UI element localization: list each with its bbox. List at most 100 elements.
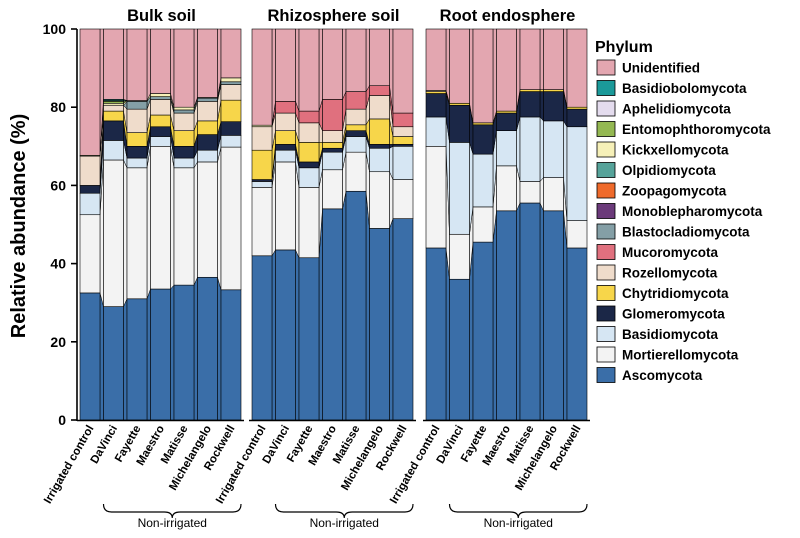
segment-chytridiomycota	[275, 130, 296, 145]
segment-basidiomycota	[566, 126, 588, 221]
legend: Phylum Unidentified Basidiobolomycota Aphe…	[595, 39, 771, 383]
connector-ascomycota	[99, 292, 104, 421]
connector-mortierellomycota	[170, 146, 175, 290]
connector-mortierellomycota	[389, 171, 394, 229]
segment-ascomycota	[369, 228, 390, 421]
segment-mortierellomycota	[251, 187, 273, 257]
legend-swatch	[596, 80, 616, 96]
segment-basidiomycota	[298, 167, 320, 188]
segment-ascomycota	[126, 298, 148, 421]
segment-mortierellomycota	[197, 161, 218, 278]
segment-mortierellomycota	[566, 220, 588, 249]
segment-glomeromycota	[425, 93, 447, 118]
segment-ascomycota	[197, 276, 218, 421]
segment-rozellomycota	[392, 126, 414, 137]
connector-unidentified	[492, 28, 497, 123]
legend-label: Zoopagomycota	[622, 184, 727, 199]
segment-mortierellomycota	[322, 169, 343, 210]
bar-fayette	[126, 28, 148, 421]
legend-label: Blastocladiomycota	[622, 225, 750, 240]
panel-rhizosphere-soil: Irrigated controlDaVinciFayetteMaestroMa…	[214, 7, 416, 530]
segment-unidentified	[345, 28, 367, 92]
bar-davinci	[449, 28, 470, 421]
panels-layer: Irrigated controlDaVinciFayetteMaestroMa…	[42, 7, 590, 530]
segment-basidiomycota	[543, 120, 564, 178]
segment-glomeromycota	[566, 108, 588, 128]
segment-unidentified	[103, 28, 124, 100]
segment-ascomycota	[298, 257, 320, 421]
connector-chytridiomycota	[539, 89, 544, 92]
legend-item-zoopagomycota: Zoopagomycota	[596, 182, 727, 199]
connector-ascomycota	[342, 191, 347, 421]
segment-chytridiomycota	[392, 136, 414, 145]
connector-ascomycota	[389, 218, 394, 421]
connector-ascomycota	[170, 284, 175, 421]
segment-ascomycota	[103, 306, 124, 421]
bar-matisse	[519, 28, 541, 421]
segment-unidentified	[79, 28, 101, 156]
segment-chytridiomycota	[298, 142, 320, 163]
legend-swatch	[596, 346, 616, 363]
segment-ascomycota	[173, 284, 195, 421]
bar-davinci	[103, 28, 124, 421]
bar-irrigated-control	[251, 28, 273, 421]
segment-rozellomycota	[220, 84, 242, 101]
group-label: Non-irrigated	[138, 516, 207, 530]
segment-mortierellomycota	[220, 146, 242, 291]
segment-unidentified	[472, 28, 494, 124]
connector-ascomycota	[217, 277, 222, 421]
segment-glomeromycota	[496, 112, 517, 131]
legend-item-basidiobolomycota: Basidiobolomycota	[596, 80, 747, 96]
segment-unidentified	[392, 28, 414, 114]
segment-unidentified	[275, 28, 296, 102]
segment-glomeromycota	[150, 126, 171, 137]
segment-ascomycota	[543, 210, 564, 421]
bar-maestro	[322, 28, 343, 421]
segment-basidiomycota	[322, 151, 343, 171]
bar-rockwell	[392, 28, 414, 421]
segment-rozellomycota	[369, 95, 390, 120]
legend-label: Mortierellomycota	[622, 348, 739, 363]
bar-irrigated-control	[79, 28, 101, 421]
segment-ascomycota	[496, 210, 517, 421]
legend-item-rozellomycota: Rozellomycota	[596, 264, 718, 281]
segment-ascomycota	[322, 208, 343, 421]
panel-title: Root endosphere	[440, 7, 576, 25]
segment-blastocladiomycota	[220, 81, 242, 85]
bar-maestro	[496, 28, 517, 421]
bar-irrigated-control	[425, 28, 447, 421]
legend-item-chytridiomycota: Chytridiomycota	[596, 285, 729, 301]
segment-basidiomycota	[275, 149, 296, 163]
legend-item-mucoromycota: Mucoromycota	[596, 244, 719, 260]
y-tick-label: 80	[50, 99, 66, 115]
segment-blastocladiomycota	[126, 101, 148, 110]
segment-basidiomycota	[150, 136, 171, 147]
segment-mortierellomycota	[449, 233, 470, 280]
segment-mortierellomycota	[369, 171, 390, 229]
group-label: Non-irrigated	[310, 516, 379, 530]
legend-swatch	[596, 305, 616, 322]
segment-mortierellomycota	[472, 206, 494, 243]
connector-ascomycota	[271, 249, 276, 421]
category-label: Irrigated control	[42, 424, 96, 506]
bar-matisse	[173, 28, 195, 421]
segment-glomeromycota	[275, 144, 296, 151]
segment-basidiomycota	[425, 116, 447, 147]
segment-unidentified	[150, 28, 171, 94]
bar-davinci	[275, 28, 296, 421]
segment-unidentified	[298, 28, 320, 112]
segment-mortierellomycota	[543, 177, 564, 212]
y-tick-label: 60	[50, 177, 66, 193]
segment-basidiomycota	[197, 149, 218, 163]
legend-swatch	[596, 326, 616, 342]
bar-fayette	[472, 28, 494, 421]
segment-blastocladiomycota	[197, 97, 218, 102]
connector-ascomycota	[516, 202, 521, 421]
connector-unidentified	[193, 28, 198, 108]
segment-chytridiomycota	[103, 110, 124, 122]
segment-glomeromycota	[197, 134, 218, 151]
segment-basidiomycota	[103, 140, 124, 161]
legend-item-entomophthoromycota: Entomophthoromycota	[596, 121, 771, 137]
legend-title: Phylum	[595, 39, 653, 56]
legend-label: Chytridiomycota	[622, 286, 729, 301]
